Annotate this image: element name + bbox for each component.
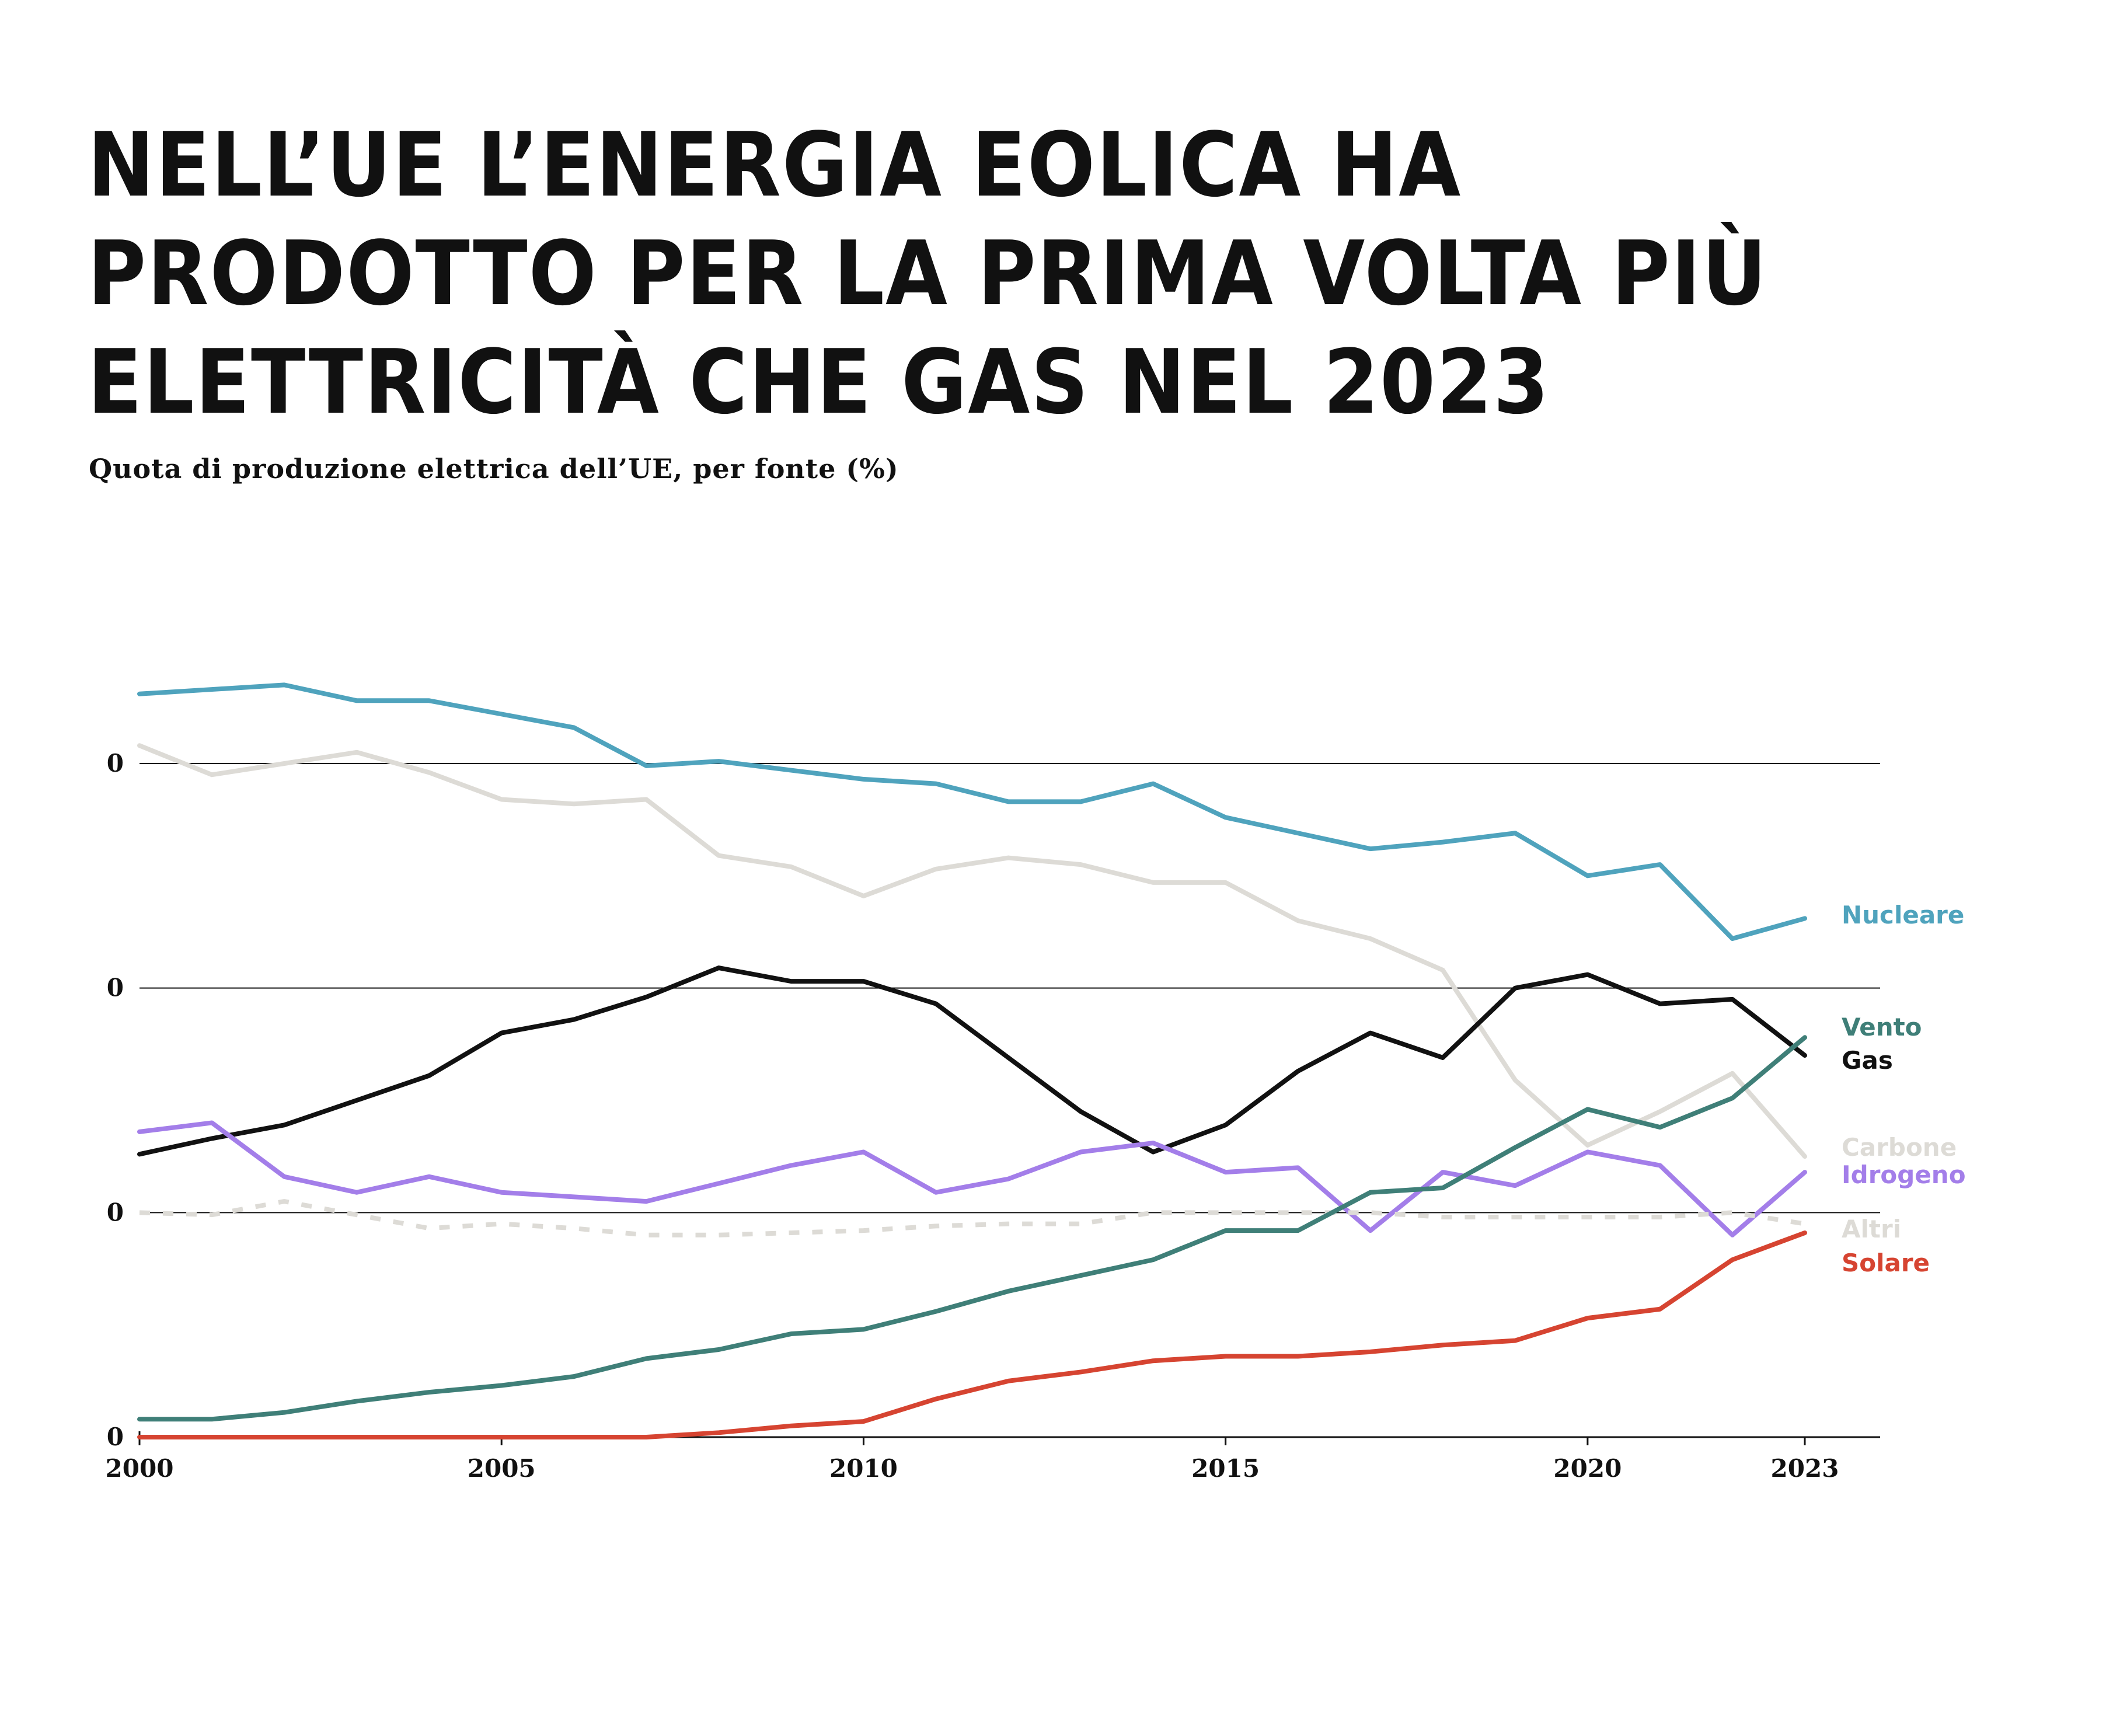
- y-tick-label: 0: [107, 974, 124, 1002]
- series-line-gas: [137, 965, 1807, 1157]
- x-tick-label: 2010: [829, 1454, 898, 1483]
- series-label-vento: Vento: [1842, 1013, 1922, 1041]
- series-label-idrogeno: Idrogeno: [1842, 1160, 1966, 1189]
- x-tick-label: 2005: [468, 1454, 536, 1483]
- y-tick-label: 0: [107, 1198, 124, 1226]
- x-tick-label: 2015: [1191, 1454, 1260, 1483]
- series-label-nucleare: Nucleare: [1842, 901, 1964, 929]
- x-tick-label: 2023: [1771, 1454, 1839, 1483]
- x-tick-label: 2020: [1553, 1454, 1622, 1483]
- chart-title: NELL’UE L’ENERGIA EOLICA HA PRODOTTO PER…: [88, 113, 1768, 434]
- gridlines: [140, 763, 1880, 1438]
- series-label-gas: Gas: [1842, 1046, 1893, 1075]
- series-line-carbone: [137, 743, 1807, 1159]
- series-label-altri: Altri: [1842, 1215, 1901, 1243]
- y-tick-label: 0: [107, 1423, 124, 1451]
- series-line-vento: [137, 1035, 1807, 1422]
- series-labels: Nucleare Carbone Gas Idrogeno Altri Vento Sola…: [1842, 901, 1966, 1277]
- series-label-carbone: Carbone: [1842, 1133, 1957, 1162]
- chart-subtitle: Quota di produzione elettrica dell’UE, p…: [89, 453, 899, 484]
- series-line-nucleare: [137, 682, 1807, 942]
- series-line-solare: [137, 1230, 1807, 1439]
- x-tick-label: 2000: [106, 1454, 174, 1483]
- series-line-idrogeno: [137, 1120, 1807, 1237]
- series-label-solare: Solare: [1842, 1249, 1930, 1277]
- series-lines: [137, 682, 1807, 1439]
- y-tick-label: 0: [107, 749, 124, 778]
- series-line-altri: [139, 1199, 1805, 1237]
- axes: 0 0 0 0 2000 2005 2010 2015 2020 2023: [106, 749, 1839, 1483]
